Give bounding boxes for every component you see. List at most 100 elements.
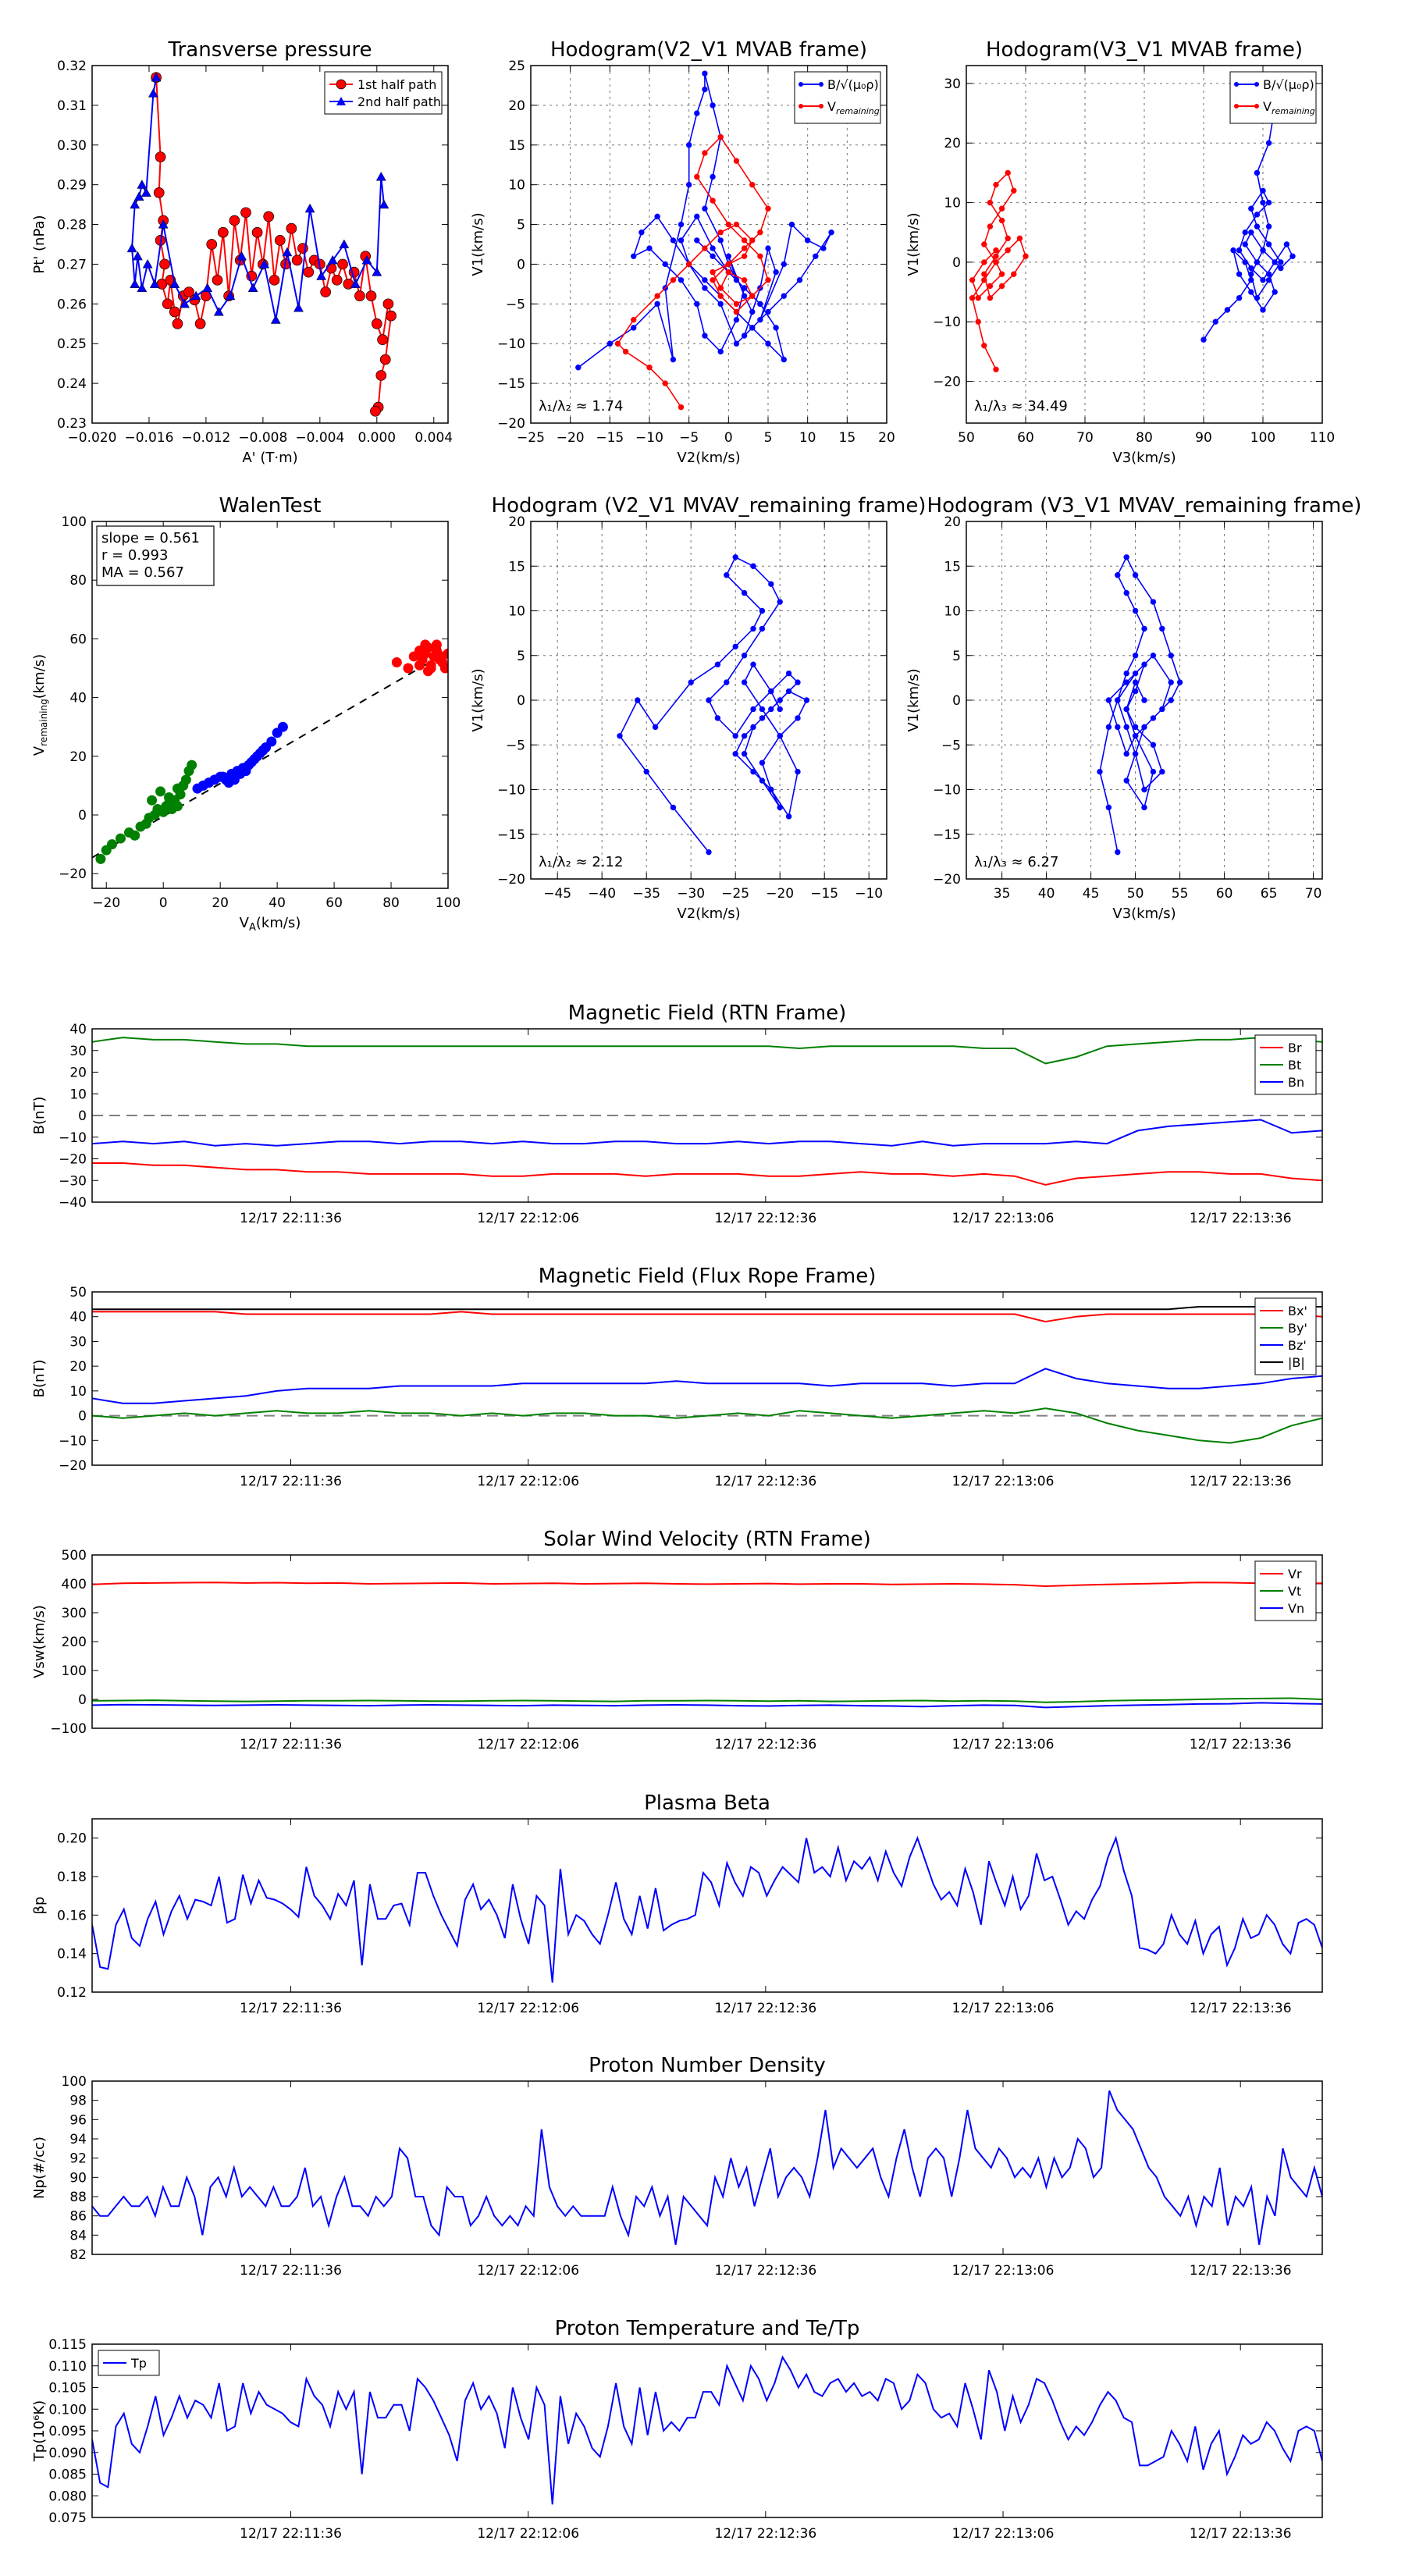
data-marker (710, 197, 716, 204)
data-marker (212, 274, 223, 286)
scatter-point (107, 839, 118, 850)
legend: B/√(μ₀ρ) Vremaining (1229, 71, 1317, 124)
scatter-point (277, 721, 288, 732)
y-tick-label: −15 (933, 827, 961, 843)
data-marker (1248, 265, 1254, 272)
x-tick-label: 12/17 22:13:36 (1190, 2263, 1292, 2279)
plot-area (1097, 554, 1183, 856)
data-marker (1005, 247, 1011, 254)
x-tick-label: 15 (839, 430, 856, 446)
data-marker (270, 315, 281, 324)
data-marker (1265, 140, 1272, 146)
legend-marker (799, 82, 803, 87)
data-marker (741, 253, 748, 259)
y-tick-label: 0.26 (57, 297, 87, 312)
data-marker (788, 221, 795, 228)
data-marker (148, 88, 158, 98)
data-marker (670, 277, 677, 283)
data-marker (993, 181, 999, 188)
y-tick-label: 0.085 (48, 2467, 87, 2483)
x-tick-label: 12/17 22:13:06 (952, 2526, 1055, 2542)
data-marker (724, 679, 730, 685)
series-B/√(μ₀ρ) (575, 70, 834, 371)
data-marker (765, 205, 771, 212)
data-marker (375, 171, 386, 181)
data-marker (320, 286, 331, 297)
data-marker (159, 258, 170, 270)
data-marker (1265, 271, 1272, 277)
data-marker (759, 607, 766, 614)
series-group-3 (391, 639, 448, 677)
data-marker (1115, 724, 1121, 731)
data-marker (133, 191, 144, 201)
data-marker (291, 254, 303, 266)
legend: B/√(μ₀ρ) Vremaining (794, 71, 881, 124)
data-marker (685, 261, 692, 268)
data-marker (759, 777, 766, 784)
tick-labels: −25 −20 −15 −10 −5 0 5 10 15 20−20−15−10−50510152… (497, 59, 895, 446)
data-marker (217, 226, 229, 238)
data-marker (213, 306, 224, 316)
chart-title: Hodogram(V2_V1 MVAB frame) (550, 38, 867, 62)
y-tick-label: 20 (508, 98, 525, 114)
data-marker (733, 301, 740, 308)
y-tick-label: 82 (69, 2247, 87, 2263)
y-tick-label: 30 (944, 76, 961, 92)
scatter-point (115, 833, 126, 844)
x-tick-label: 12/17 22:12:36 (714, 2001, 816, 2016)
data-marker (749, 181, 756, 188)
data-marker (638, 229, 645, 236)
chart-mag_rtn: Magnetic Field (RTN Frame)12/17 22:11:36… (31, 1002, 1323, 1226)
data-marker (375, 370, 387, 381)
data-marker (180, 298, 190, 308)
series-line (92, 1306, 1322, 1311)
y-tick-label: −10 (59, 1130, 87, 1146)
x-tick-label: 70 (1305, 886, 1322, 902)
data-marker (741, 733, 748, 739)
y-tick-label: 96 (69, 2112, 87, 2128)
y-tick-label: 40 (69, 1310, 87, 1325)
x-tick-label: 12/17 22:12:36 (714, 1211, 816, 1226)
data-marker (126, 243, 137, 253)
data-marker (155, 151, 166, 162)
x-tick-label: −0.004 (295, 430, 344, 446)
series-line (92, 1037, 1322, 1065)
x-tick-label: 12/17 22:11:36 (240, 1474, 342, 1489)
data-marker (741, 589, 748, 596)
x-tick-label: −15 (810, 886, 838, 902)
x-tick-label: 12/17 22:12:06 (477, 1737, 579, 1752)
data-marker (670, 356, 677, 363)
axes-frame (91, 2080, 1323, 2255)
data-marker (765, 277, 771, 283)
series-line (131, 77, 385, 320)
data-marker (350, 279, 361, 288)
chart-title: Magnetic Field (Flux Rope Frame) (539, 1265, 877, 1288)
data-marker (606, 340, 614, 347)
scatter-point (130, 830, 140, 841)
x-tick-label: 70 (1076, 430, 1094, 446)
legend-label: |B| (1288, 1355, 1305, 1370)
x-tick-label: 12/17 22:12:06 (477, 2001, 579, 2016)
data-marker (741, 245, 748, 251)
data-marker (706, 697, 712, 703)
data-marker (1260, 247, 1266, 254)
data-marker (710, 269, 716, 276)
data-marker (206, 239, 218, 250)
data-marker (741, 277, 748, 283)
data-marker (710, 253, 716, 259)
x-tick-label: −10 (855, 886, 883, 902)
data-marker (652, 724, 659, 731)
data-marker (768, 581, 774, 587)
y-tick-label: 0.29 (57, 178, 87, 194)
legend-label: Vn (1288, 1601, 1304, 1616)
x-tick-label: 12/17 22:12:36 (714, 1474, 816, 1489)
data-marker (1260, 187, 1266, 194)
x-tick-label: 12/17 22:11:36 (240, 2526, 342, 2542)
series-line (92, 2355, 1322, 2505)
data-marker (1132, 670, 1139, 677)
data-marker (732, 554, 738, 560)
y-axis-label: V1(km/s) (905, 668, 922, 731)
data-marker (1168, 679, 1174, 685)
